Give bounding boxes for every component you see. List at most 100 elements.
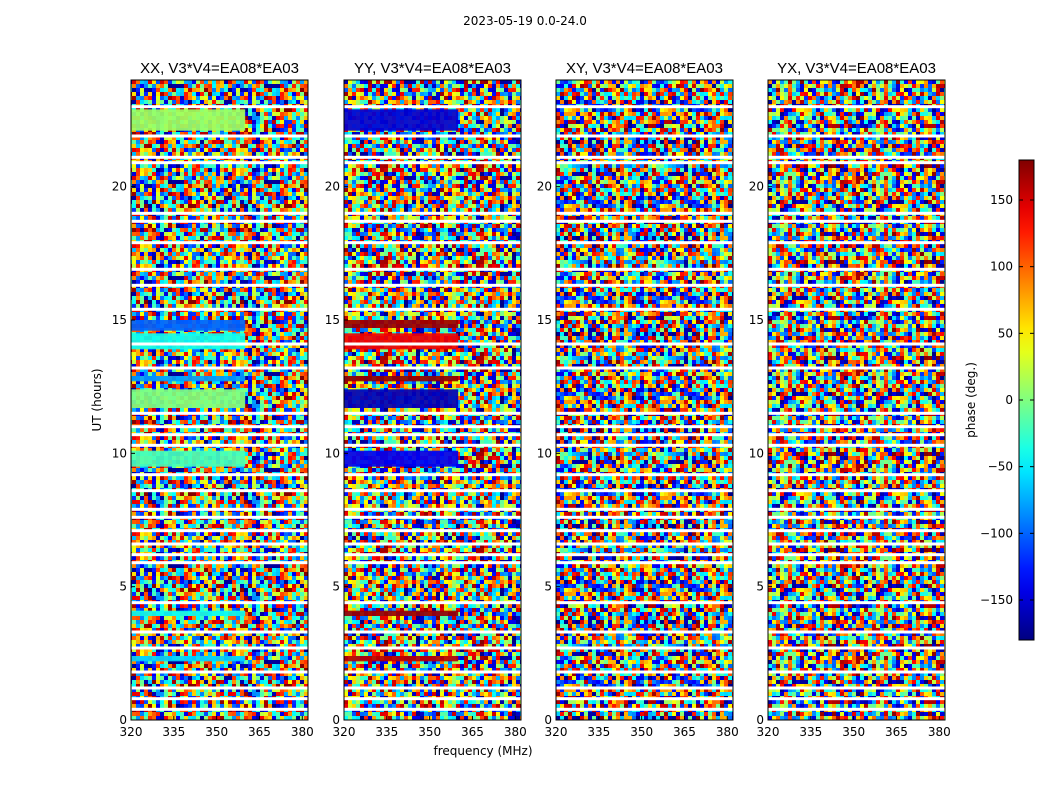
flagged-row [768,342,945,346]
flagged-row [131,425,308,429]
flagged-row [344,473,521,477]
x-tick-label: 380 [716,725,739,739]
flagged-row [131,507,308,511]
colorbar-tick-label: −50 [988,460,1013,474]
flagged-row [556,134,733,138]
flagged-row [768,134,945,138]
flagged-row [131,307,308,311]
y-tick-label: 20 [537,180,552,194]
x-tick-label: 350 [418,725,441,739]
flagged-row [768,411,945,415]
flagged-row [131,411,308,415]
y-tick-label: 5 [544,580,552,594]
panel-xx: XX, V3*V4=EA08*EA03 320 335 350 365 380 0 5 10 15… [112,60,314,739]
colorbar-tick-label: −100 [980,526,1013,540]
y-tick-label: 15 [112,313,127,327]
flagged-row [556,707,733,711]
colorbar: 150 100 50 0 −50 −100 −150 phase (deg.) [964,159,1035,641]
panel-frame [555,79,734,721]
flagged-row [131,283,308,287]
flagged-row [768,219,945,223]
panel-title: YX, V3*V4=EA08*EA03 [777,60,936,77]
colorbar-tick-label: 0 [1005,393,1013,407]
flagged-row [344,507,521,511]
flagged-row [131,529,308,533]
y-tick-label: 20 [749,180,764,194]
panel-title: XX, V3*V4=EA08*EA03 [140,60,299,77]
y-tick-label: 0 [756,713,764,727]
panel-frame [343,79,522,721]
flagged-row [344,561,521,565]
flagged-row [344,489,521,493]
flagged-row [131,489,308,493]
flagged-row [768,646,945,650]
flagged-row [556,283,733,287]
flagged-row [344,211,521,215]
panel-plot-area [556,80,733,720]
flagged-row [556,241,733,245]
flagged-row [768,241,945,245]
flagged-row [344,697,521,701]
x-tick-label: 320 [545,725,568,739]
flagged-row [556,443,733,447]
x-tick-label: 335 [375,725,398,739]
coherent-phase-block [344,389,459,408]
phase-noise-field [556,80,733,720]
flagged-row [131,161,308,165]
y-tick-label: 20 [112,180,127,194]
flagged-row [768,161,945,165]
phase-noise-field [768,80,945,720]
x-tick-label: 365 [885,725,908,739]
flagged-row [556,507,733,511]
flagged-row [556,425,733,429]
flagged-row [768,697,945,701]
panel-frame [130,79,309,721]
flagged-row [344,529,521,533]
flagged-row [344,241,521,245]
coherent-phase-block [344,320,459,328]
y-tick-label: 10 [749,446,764,460]
flagged-row [131,366,308,370]
flagged-row [556,561,733,565]
flagged-row [556,630,733,634]
flagged-row [768,425,945,429]
y-tick-label: 0 [119,713,127,727]
coherent-phase-block [344,610,459,616]
flagged-row [131,134,308,138]
panel-xy: XY, V3*V4=EA08*EA03 320 335 350 365 380 0 5 10 15… [537,60,739,739]
figure-suptitle: 2023-05-19 0.0-24.0 [463,14,587,28]
panel-title: XY, V3*V4=EA08*EA03 [566,60,723,77]
flagged-row [344,155,521,159]
x-tick-label: 320 [757,725,780,739]
y-tick-label: 15 [749,313,764,327]
flagged-row [344,219,521,223]
flagged-row [556,366,733,370]
y-tick-label: 0 [332,713,340,727]
flagged-row [131,155,308,159]
flagged-row [344,433,521,437]
flagged-row [344,161,521,165]
flagged-row [768,542,945,546]
y-axis-label: UT (hours) [90,368,104,431]
flagged-row [768,307,945,311]
x-tick-label: 380 [928,725,951,739]
coherent-phase-block [344,333,459,350]
flagged-row [344,553,521,557]
x-tick-label: 365 [248,725,271,739]
coherent-phase-block [131,389,246,408]
flagged-row [556,105,733,109]
flagged-row [768,707,945,711]
flagged-row [131,542,308,546]
flagged-row [768,489,945,493]
flagged-row [131,630,308,634]
y-tick-label: 5 [332,580,340,594]
flagged-row [131,697,308,701]
flagged-row [131,433,308,437]
y-tick-label: 5 [756,580,764,594]
flagged-row [344,630,521,634]
coherent-phase-block [344,376,459,382]
flagged-row [344,307,521,311]
flagged-row [556,307,733,311]
y-tick-label: 10 [325,446,340,460]
y-tick-label: 10 [112,446,127,460]
